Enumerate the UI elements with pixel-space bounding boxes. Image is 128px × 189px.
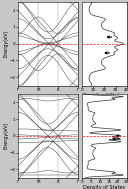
- X-axis label: Density of States: Density of States: [83, 185, 125, 189]
- Y-axis label: Energy(eV): Energy(eV): [3, 122, 8, 149]
- Y-axis label: Energy(eV): Energy(eV): [3, 30, 8, 57]
- X-axis label: Density of States: Density of States: [83, 93, 125, 98]
